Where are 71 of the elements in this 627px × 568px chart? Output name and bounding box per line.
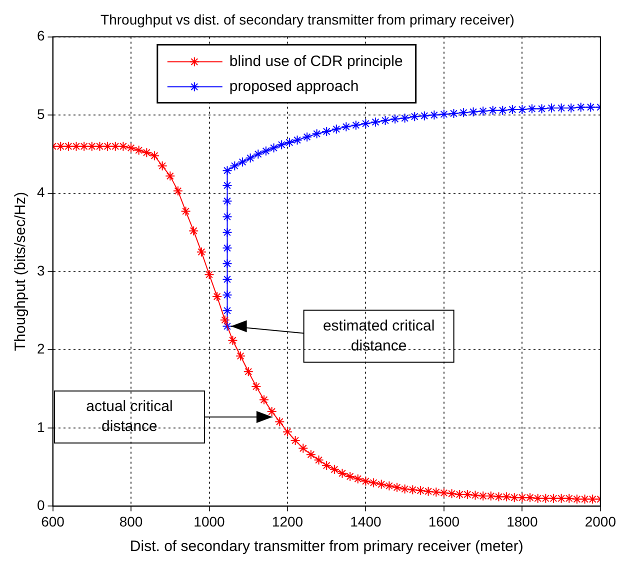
point (322, 126, 332, 136)
point (390, 114, 400, 124)
point (556, 102, 566, 113)
point (370, 117, 381, 128)
point (222, 212, 232, 222)
y-tick-label: 2 (36, 340, 45, 357)
point (410, 112, 420, 122)
point (586, 102, 596, 112)
x-tick-label: 1600 (428, 513, 460, 530)
point (222, 290, 232, 300)
point (222, 227, 232, 238)
y-tick-label: 5 (36, 106, 45, 122)
annotation: estimated critical distance (322, 317, 435, 354)
point (312, 128, 322, 139)
point (222, 180, 232, 190)
point (380, 116, 390, 126)
point (341, 122, 352, 132)
point (331, 124, 342, 134)
y-tick-label: 6 (36, 28, 45, 44)
point (222, 166, 232, 176)
point (526, 104, 537, 114)
point (302, 132, 312, 142)
point (566, 102, 576, 113)
y-tick-label: 1 (36, 418, 45, 435)
point (478, 106, 488, 116)
point (222, 258, 232, 269)
x-tick-label: 1400 (350, 513, 382, 530)
legend-label: blind use of CDR principle (229, 52, 403, 70)
annotation: actual critical distance (86, 398, 173, 436)
point (507, 104, 518, 115)
point (360, 118, 371, 129)
x-tick-label: 1800 (506, 513, 538, 530)
point (253, 149, 264, 160)
point (222, 306, 232, 316)
point (276, 140, 287, 150)
x-tick-label: 600 (41, 513, 65, 530)
point (498, 105, 508, 116)
point (419, 110, 430, 121)
point (488, 105, 498, 116)
point (222, 321, 232, 332)
x-tick-label: 800 (119, 513, 143, 530)
point (292, 135, 302, 146)
point (222, 274, 232, 284)
x-tick-label: 1000 (194, 513, 226, 530)
legend-label: proposed approach (229, 78, 359, 95)
y-tick-label: 3 (36, 262, 45, 278)
point (260, 146, 271, 156)
x-tick-label: 2000 (584, 513, 616, 530)
point (245, 153, 256, 164)
chart-title: Throughput vs dist. of secondary transmitter from primary receiver) (100, 11, 514, 28)
x-axis-title: Dist. of secondary transmitter from primary receiver (meter) (130, 538, 524, 556)
point (268, 142, 279, 153)
y-tick-label: 0 (36, 497, 45, 514)
point (468, 106, 478, 117)
point (222, 196, 232, 206)
point (448, 108, 459, 118)
point (238, 156, 248, 167)
point (458, 108, 469, 118)
point (429, 110, 440, 120)
point (517, 104, 528, 115)
point (350, 120, 361, 130)
point (536, 104, 547, 114)
x-tick-label: 1200 (272, 513, 304, 530)
point (222, 243, 232, 254)
point (400, 113, 410, 124)
point (230, 160, 240, 171)
point (576, 102, 586, 112)
y-tick-label: 4 (36, 184, 45, 200)
point (438, 109, 449, 120)
point (284, 137, 294, 148)
y-axis-title: Thoughput (bits/sec/Hz) (12, 192, 30, 352)
